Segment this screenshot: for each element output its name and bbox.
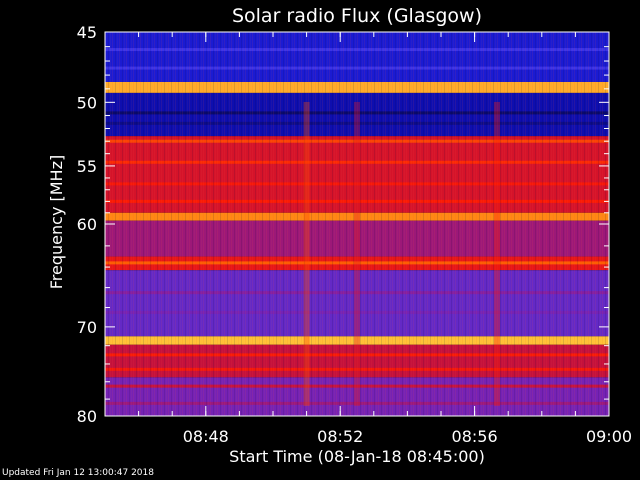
y-tick-label-1: 50	[77, 93, 97, 112]
x-tick-label-1: 08:52	[317, 427, 363, 446]
activity-column-0	[303, 102, 310, 406]
y-tick-label-0: 45	[77, 23, 97, 42]
chart-title: Solar radio Flux (Glasgow)	[232, 5, 482, 27]
updated-timestamp: Updated Fri Jan 12 13:00:47 2018	[2, 468, 154, 478]
x-tick-label-0: 08:48	[183, 427, 229, 446]
activity-column-1	[354, 102, 360, 406]
y-tick-label-2: 55	[77, 157, 97, 176]
streak-overlay	[105, 32, 609, 416]
heatmap-area	[105, 32, 609, 416]
axes: 45 50 55 60 70 80 08:48 08:52 08:56 09:00	[77, 23, 632, 446]
y-tick-label-3: 60	[77, 215, 97, 234]
activity-column-2	[494, 102, 500, 406]
x-tick-label-2: 08:56	[452, 427, 498, 446]
x-tick-label-3: 09:00	[586, 427, 632, 446]
x-axis-label: Start Time (08-Jan-18 08:45:00)	[229, 447, 485, 466]
y-axis-label: Frequency [MHz]	[47, 155, 66, 289]
y-tick-label-5: 80	[77, 407, 97, 426]
y-tick-label-4: 70	[77, 318, 97, 337]
